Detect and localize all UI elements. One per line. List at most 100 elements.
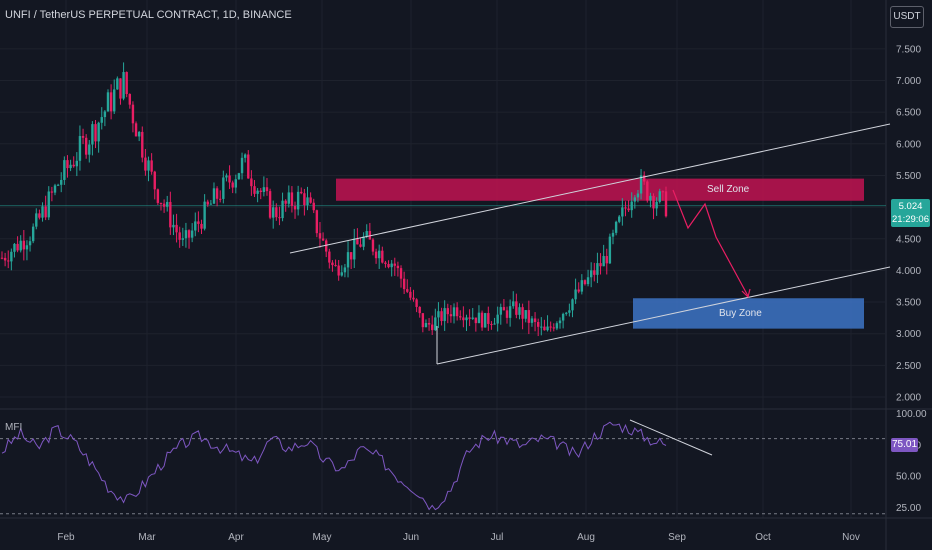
candle-body — [234, 179, 238, 188]
candle-body — [415, 299, 418, 307]
candle-body — [10, 251, 13, 262]
candle-body — [393, 263, 396, 266]
candle-body — [580, 280, 584, 292]
candle-body — [636, 193, 640, 198]
symbol-title[interactable]: UNFI / TetherUS PERPETUAL CONTRACT, 1D, … — [5, 9, 292, 21]
candle-body — [374, 251, 378, 259]
candle-body — [293, 206, 297, 210]
candle-body — [493, 323, 496, 325]
candle-body — [256, 190, 259, 194]
candle-body — [268, 191, 272, 218]
candle-body — [381, 250, 384, 263]
candle-body — [356, 238, 359, 245]
candle-body — [225, 175, 228, 178]
candle-body — [446, 308, 449, 315]
candle-body — [565, 312, 568, 314]
candle-body — [621, 207, 624, 217]
candle-body — [290, 192, 294, 207]
candle-body — [331, 262, 334, 266]
candle-body — [490, 323, 493, 325]
candle-body — [278, 217, 281, 219]
mfi-line — [1, 421, 667, 511]
candle-body — [390, 263, 393, 268]
candle-body — [459, 316, 462, 318]
candle-body — [549, 326, 552, 328]
candle-body — [44, 206, 47, 218]
candle-body — [430, 324, 434, 331]
candle-body — [521, 307, 524, 319]
bar-countdown: 21:29:06 — [892, 214, 929, 225]
candle-body — [25, 245, 29, 250]
candle-body — [452, 307, 456, 317]
candle-body — [231, 182, 234, 188]
candle-body — [328, 251, 331, 263]
candle-body — [346, 252, 350, 268]
candle-body — [144, 157, 147, 171]
candle-body — [203, 201, 206, 229]
candle-body — [412, 297, 415, 300]
mfi-divergence-line — [629, 419, 713, 456]
y-tick-label: 3.000 — [896, 329, 921, 340]
candle-body — [159, 202, 163, 204]
candle-body — [614, 221, 618, 233]
candle-body — [128, 94, 132, 105]
candle-body — [100, 117, 103, 123]
currency-button[interactable]: USDT — [890, 6, 924, 28]
candle-body — [109, 92, 113, 112]
last-price-badge: 5.024 21:29:06 — [891, 199, 930, 227]
candle-body — [134, 123, 138, 137]
upper-trendline — [289, 123, 891, 254]
candle-body — [162, 203, 166, 207]
candle-body — [153, 171, 156, 190]
candle-body — [349, 252, 353, 260]
candle-body — [72, 164, 75, 167]
candle-body — [0, 257, 4, 259]
candle-body — [399, 268, 403, 279]
y-tick-label: 2.500 — [896, 361, 921, 372]
candle-body — [518, 307, 521, 315]
candle-body — [471, 317, 474, 319]
mfi-indicator-label[interactable]: MFI — [5, 422, 23, 433]
candle-body — [81, 136, 85, 138]
y-tick-label: 6.500 — [896, 108, 921, 119]
candle-body — [131, 104, 135, 124]
candle-body — [618, 216, 621, 222]
mfi-tick-label: 50.00 — [896, 472, 921, 483]
candle-body — [443, 308, 446, 322]
candle-body — [194, 221, 197, 231]
candle-body — [427, 323, 431, 325]
candle-body — [169, 201, 172, 228]
candle-body — [222, 177, 225, 199]
candle-body — [574, 289, 577, 300]
candle-body — [215, 188, 219, 199]
candle-body — [527, 310, 531, 323]
candle-body — [402, 278, 406, 290]
y-tick-label: 4.500 — [896, 234, 921, 245]
candle-body — [558, 320, 562, 324]
candle-body — [353, 238, 356, 260]
sell-zone-label: Sell Zone — [707, 184, 750, 195]
candle-body — [642, 175, 646, 182]
candle-body — [496, 314, 499, 324]
candle-body — [166, 201, 169, 207]
x-tick-label: Apr — [228, 532, 244, 543]
candle-body — [409, 291, 412, 298]
candle-body — [368, 231, 372, 240]
buy-zone-label: Buy Zone — [719, 308, 762, 319]
candle-body — [664, 191, 668, 217]
candle-body — [119, 78, 122, 99]
candle-body — [378, 250, 381, 259]
candle-body — [371, 239, 375, 252]
y-tick-label: 6.000 — [896, 139, 921, 150]
candle-body — [555, 323, 559, 329]
projection-path — [672, 189, 749, 297]
candle-body — [296, 191, 300, 210]
candle-body — [315, 210, 319, 234]
candle-body — [418, 306, 421, 314]
candle-body — [561, 313, 565, 321]
candle-body — [652, 195, 655, 209]
candle-body — [661, 191, 665, 193]
y-tick-label: 4.000 — [896, 266, 921, 277]
candle-body — [321, 238, 325, 241]
